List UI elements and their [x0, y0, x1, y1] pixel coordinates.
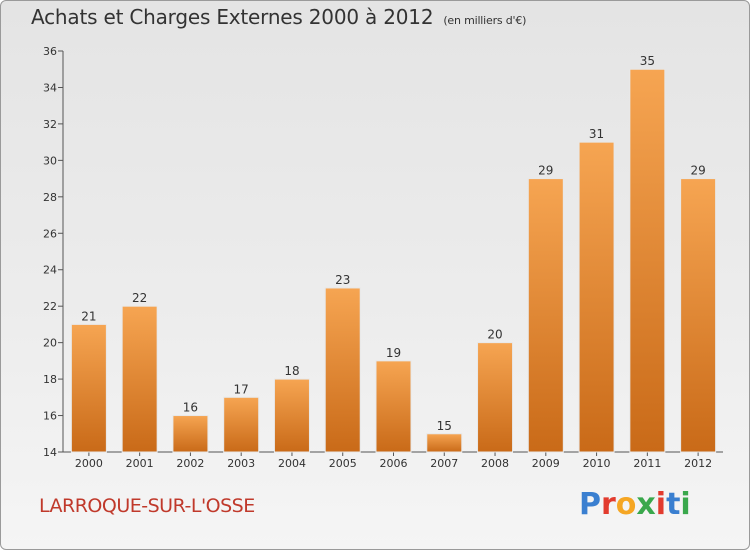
x-tick-label: 2001	[126, 457, 154, 470]
data-label: 19	[386, 346, 401, 360]
x-tick-label: 2008	[481, 457, 509, 470]
data-label: 23	[335, 273, 350, 287]
data-label: 17	[234, 382, 249, 396]
data-label: 31	[589, 127, 604, 141]
bar-2008	[477, 342, 514, 453]
x-tick-label: 2000	[75, 457, 103, 470]
x-tick-label: 2009	[532, 457, 560, 470]
logo-letter: o	[615, 487, 637, 522]
data-label: 21	[81, 309, 96, 323]
proxiti-logo[interactable]: Proxiti	[579, 487, 691, 522]
y-tick-label: 32	[43, 118, 57, 131]
data-label: 29	[690, 164, 705, 178]
y-tick-label: 18	[43, 373, 57, 386]
bars: 21 22 16 17 18 23 19 15 20 29 31 35 29	[70, 54, 717, 453]
x-tick-label: 2007	[430, 457, 458, 470]
y-tick-label: 34	[43, 81, 57, 94]
bar-2004	[273, 378, 310, 453]
bar-2001	[121, 305, 158, 453]
commune-name: LARROQUE-SUR-L'OSSE	[39, 495, 255, 517]
bar-2007	[426, 433, 463, 453]
y-tick-label: 14	[43, 446, 57, 459]
chart-subtitle: (en milliers d'€)	[443, 14, 527, 27]
x-tick-label: 2006	[380, 457, 408, 470]
bar-2011	[629, 68, 666, 453]
title-text: Achats et Charges Externes 2000 à 2012	[31, 5, 434, 29]
x-tick-label: 2002	[176, 457, 204, 470]
chart-title: Achats et Charges Externes 2000 à 2012 (e…	[31, 5, 526, 29]
bar-2012	[680, 178, 717, 453]
data-label: 35	[640, 54, 655, 68]
bar-2006	[375, 360, 412, 453]
logo-letter: i	[655, 487, 667, 522]
data-label: 22	[132, 291, 147, 305]
logo-letter: x	[636, 487, 656, 522]
data-label: 20	[487, 328, 502, 342]
x-tick-label: 2012	[684, 457, 712, 470]
y-tick-label: 24	[43, 264, 57, 277]
x-tick-label: 2011	[633, 457, 661, 470]
data-label: 29	[538, 164, 553, 178]
logo-letter: r	[601, 487, 616, 522]
y-tick-label: 28	[43, 191, 57, 204]
data-label: 16	[183, 401, 198, 415]
bar-2009	[527, 178, 564, 453]
y-tick-label: 16	[43, 410, 57, 423]
x-tick-label: 2010	[583, 457, 611, 470]
y-tick-label: 26	[43, 227, 57, 240]
bar-2003	[223, 396, 260, 453]
logo-letter: P	[579, 487, 601, 522]
y-tick-label: 22	[43, 300, 57, 313]
logo-letter: t	[666, 487, 681, 522]
data-label: 18	[284, 364, 299, 378]
y-tick-label: 20	[43, 337, 57, 350]
logo-letter: i	[680, 487, 691, 522]
x-tick-label: 2004	[278, 457, 306, 470]
bar-2002	[172, 415, 209, 453]
y-tick-label: 36	[43, 45, 57, 58]
x-tick-label: 2003	[227, 457, 255, 470]
axes: 14 16 18 20 22 24 26 28 30 32 34 36 2000 2001 2002 2003…	[43, 45, 723, 470]
bar-2005	[324, 287, 361, 453]
data-label: 15	[437, 419, 452, 433]
x-tick-label: 2005	[329, 457, 357, 470]
bar-2000	[70, 323, 107, 453]
y-tick-label: 30	[43, 154, 57, 167]
bar-2010	[578, 141, 615, 453]
